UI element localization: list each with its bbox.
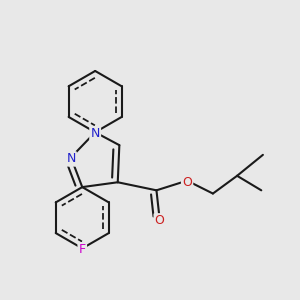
Text: N: N [66, 152, 76, 165]
Text: O: O [182, 176, 192, 189]
Text: O: O [155, 214, 165, 227]
Text: N: N [91, 127, 100, 140]
Text: F: F [79, 243, 86, 256]
